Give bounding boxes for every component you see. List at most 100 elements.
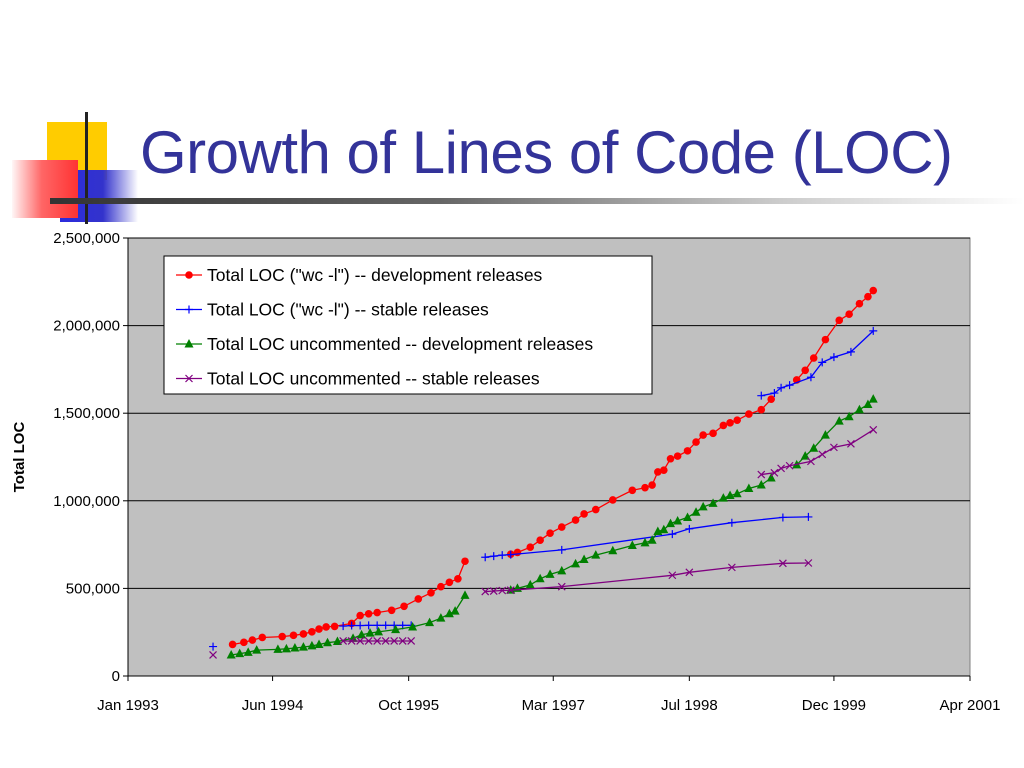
data-point	[374, 626, 384, 636]
data-point	[708, 498, 718, 507]
data-point	[673, 515, 683, 525]
data-point	[770, 468, 779, 477]
data-point	[461, 557, 469, 566]
data-point	[545, 569, 555, 578]
data-point	[557, 545, 566, 554]
data-point	[641, 483, 649, 492]
data-point	[252, 645, 262, 654]
data-point	[281, 643, 291, 653]
data-point	[579, 554, 589, 563]
y-axis-title: Total LOC	[11, 422, 28, 493]
y-tick-label: 2,000,000	[53, 318, 120, 335]
data-point	[414, 595, 423, 603]
series-line	[485, 562, 809, 593]
data-point	[228, 640, 237, 649]
data-point	[785, 461, 794, 470]
legend-item: Total LOC uncommented -- development rel…	[176, 334, 593, 354]
data-point	[356, 611, 364, 620]
data-point	[315, 625, 323, 633]
data-point	[356, 637, 365, 645]
data-point	[364, 610, 373, 618]
data-point	[863, 399, 873, 408]
data-point	[829, 443, 838, 452]
data-point	[666, 454, 675, 463]
data-point	[248, 636, 257, 644]
data-point	[777, 464, 786, 473]
data-point	[640, 537, 650, 547]
data-point	[322, 623, 330, 631]
data-point	[445, 578, 454, 587]
data-point	[869, 326, 878, 335]
y-tick-label: 2,500,000	[53, 230, 120, 247]
data-point	[240, 638, 248, 647]
data-point	[806, 457, 815, 466]
data-point	[864, 292, 872, 301]
data-point	[818, 358, 827, 367]
data-point	[364, 621, 373, 630]
data-point	[356, 621, 365, 630]
data-point	[299, 630, 308, 638]
data-point	[408, 621, 418, 631]
legend-box	[163, 255, 653, 395]
legend-item: Total LOC ("wc -l") -- development relea…	[176, 265, 543, 285]
data-point	[756, 480, 766, 489]
x-tick-label: Jul 1998	[661, 697, 718, 714]
data-point	[668, 571, 677, 580]
data-point	[757, 391, 766, 400]
data-point	[489, 552, 498, 561]
data-point	[525, 579, 535, 589]
legend-label: Total LOC ("wc -l") -- stable releases	[207, 300, 489, 320]
data-point	[290, 642, 300, 652]
data-point	[834, 416, 844, 425]
data-point	[498, 551, 507, 560]
data-point	[400, 602, 408, 611]
data-point	[381, 637, 390, 645]
data-point	[778, 559, 787, 568]
data-point	[571, 558, 581, 568]
data-point	[557, 565, 567, 575]
data-point	[347, 621, 356, 630]
data-point	[526, 543, 535, 552]
data-point	[806, 373, 815, 382]
y-tick-label: 1,500,000	[53, 405, 120, 422]
data-point	[809, 354, 818, 362]
data-point	[347, 637, 356, 645]
data-point	[847, 439, 855, 448]
data-point	[460, 590, 470, 599]
data-point	[809, 443, 819, 452]
data-point	[855, 299, 864, 308]
data-point	[628, 486, 637, 495]
data-point	[571, 516, 580, 524]
data-point	[660, 466, 668, 474]
data-point	[868, 394, 878, 403]
data-point	[506, 586, 515, 595]
data-point	[330, 622, 339, 631]
data-point	[727, 518, 736, 527]
data-point	[732, 488, 742, 498]
data-point	[804, 559, 813, 567]
data-point	[608, 496, 617, 504]
data-point	[683, 512, 693, 521]
data-point	[777, 383, 786, 392]
data-point	[391, 624, 401, 634]
data-point	[546, 529, 554, 538]
data-point	[323, 637, 333, 647]
x-tick-label: Apr 2001	[940, 697, 1001, 714]
data-point	[481, 553, 490, 562]
data-point	[757, 470, 766, 479]
y-tick-label: 500,000	[66, 580, 120, 597]
data-point	[654, 468, 662, 476]
data-point	[314, 639, 324, 648]
data-point	[381, 621, 390, 630]
series-0	[228, 286, 878, 649]
data-point	[513, 548, 522, 557]
series-3	[209, 425, 878, 659]
data-point	[425, 617, 435, 627]
legend-marker	[185, 271, 193, 279]
x-tick-label: Jan 1993	[97, 697, 159, 714]
legend-marker	[184, 339, 194, 348]
data-point	[373, 637, 382, 645]
data-point	[648, 481, 656, 489]
data-point	[398, 637, 407, 645]
data-point	[387, 606, 396, 615]
